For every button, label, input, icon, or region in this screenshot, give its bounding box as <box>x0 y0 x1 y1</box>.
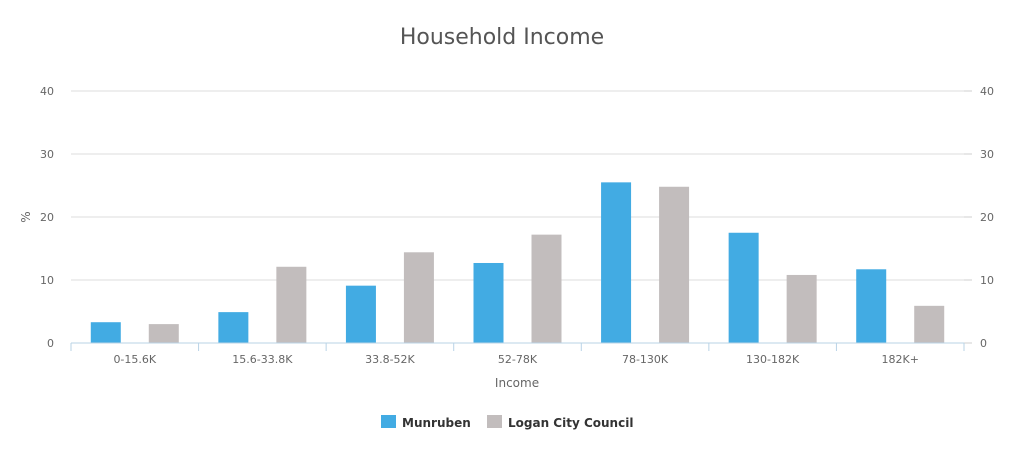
x-tick-label: 0-15.6K <box>113 353 156 366</box>
y-axis-right: 0 10 20 30 40 <box>964 85 994 350</box>
bar-logan-city-council <box>276 266 307 343</box>
legend-swatch <box>381 415 396 428</box>
y-left-tick-label: 40 <box>40 85 54 98</box>
bar-logan-city-council <box>403 252 434 343</box>
bar-logan-city-council <box>148 324 179 343</box>
x-axis-title: Income <box>495 376 539 390</box>
x-tick-label: 182K+ <box>881 353 918 366</box>
y-right-tick-label: 0 <box>980 337 987 350</box>
y-axis-title: % <box>19 211 33 222</box>
x-tick-label: 52-78K <box>498 353 538 366</box>
y-right-tick-label: 20 <box>980 211 994 224</box>
bar-logan-city-council <box>914 305 945 343</box>
y-axis-left: 0 10 20 30 40 <box>40 85 54 350</box>
y-left-tick-label: 0 <box>47 337 54 350</box>
bar-munruben <box>218 312 249 343</box>
gridlines <box>71 90 964 281</box>
legend-swatch <box>487 415 502 428</box>
x-tick-label: 15.6-33.8K <box>232 353 293 366</box>
y-left-tick-label: 20 <box>40 211 54 224</box>
y-right-tick-label: 40 <box>980 85 994 98</box>
bar-logan-city-council <box>786 274 817 343</box>
y-left-tick-label: 30 <box>40 148 54 161</box>
chart-title: Household Income <box>400 25 604 50</box>
x-tick-label: 130-182K <box>746 353 800 366</box>
x-axis: 0-15.6K 15.6-33.8K 33.8-52K 52-78K 78-130K 13… <box>70 342 965 366</box>
bars <box>90 182 945 343</box>
bar-logan-city-council <box>531 234 562 343</box>
legend-label: Munruben <box>402 416 471 430</box>
x-tick-label: 78-130K <box>622 353 669 366</box>
x-tick-label: 33.8-52K <box>365 353 415 366</box>
bar-logan-city-council <box>659 186 690 343</box>
y-left-tick-label: 10 <box>40 274 54 287</box>
bar-munruben <box>601 182 632 343</box>
bar-munruben <box>90 322 121 343</box>
y-right-tick-label: 30 <box>980 148 994 161</box>
y-right-tick-label: 10 <box>980 274 994 287</box>
legend-label: Logan City Council <box>508 416 633 430</box>
legend: Munruben Logan City Council <box>381 415 633 430</box>
bar-munruben <box>856 269 887 343</box>
bar-munruben <box>345 285 376 343</box>
bar-munruben <box>728 232 759 343</box>
bar-munruben <box>473 262 504 343</box>
